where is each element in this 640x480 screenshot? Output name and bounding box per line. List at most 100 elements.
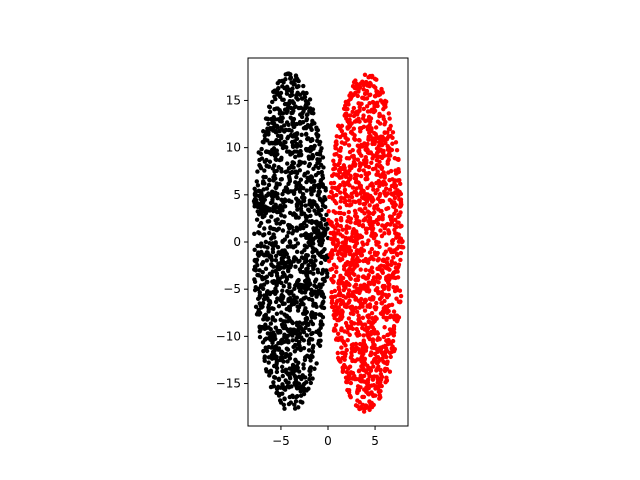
data-point xyxy=(366,319,372,324)
data-point xyxy=(292,105,297,110)
data-point xyxy=(347,123,353,129)
data-point xyxy=(374,300,379,306)
data-point xyxy=(335,242,340,248)
data-point xyxy=(299,96,305,101)
data-point xyxy=(289,92,295,98)
data-point xyxy=(267,373,272,378)
data-point xyxy=(316,251,321,256)
data-point xyxy=(302,91,307,97)
data-point xyxy=(290,362,296,368)
data-point xyxy=(253,268,259,273)
data-point xyxy=(342,248,348,253)
data-point xyxy=(326,258,332,264)
data-point xyxy=(396,264,401,269)
data-point xyxy=(357,378,363,383)
data-point xyxy=(348,220,353,225)
data-point xyxy=(362,286,367,291)
data-point xyxy=(312,315,318,320)
data-point xyxy=(283,279,289,284)
data-point xyxy=(306,163,312,169)
data-point xyxy=(355,93,360,99)
data-point xyxy=(287,240,293,245)
data-point xyxy=(270,249,276,255)
data-point xyxy=(336,185,341,190)
data-point xyxy=(285,161,290,166)
data-point xyxy=(283,77,288,82)
data-point xyxy=(279,354,285,360)
data-point xyxy=(341,163,347,168)
data-point xyxy=(298,143,303,149)
data-point xyxy=(329,298,335,303)
data-point xyxy=(377,275,382,281)
data-point xyxy=(309,310,315,315)
data-point xyxy=(378,367,383,373)
data-point xyxy=(301,345,307,351)
data-point xyxy=(361,258,366,264)
data-point xyxy=(326,209,331,214)
data-point xyxy=(266,121,271,126)
data-point xyxy=(332,237,337,242)
data-point xyxy=(354,309,360,315)
data-point xyxy=(281,283,286,289)
data-point xyxy=(297,92,303,97)
data-point xyxy=(276,226,282,231)
data-point xyxy=(281,359,286,364)
data-point xyxy=(288,352,293,357)
data-point xyxy=(345,330,350,335)
data-point xyxy=(279,176,284,182)
data-point xyxy=(323,188,328,193)
data-point xyxy=(363,118,368,124)
data-point xyxy=(285,318,291,324)
data-point xyxy=(299,255,305,260)
data-point xyxy=(317,139,323,145)
data-point xyxy=(349,353,354,358)
data-point xyxy=(380,217,385,222)
data-point xyxy=(347,271,352,276)
data-point xyxy=(288,189,294,194)
data-point xyxy=(255,183,261,188)
data-point xyxy=(366,315,371,320)
data-point xyxy=(368,352,373,358)
data-point xyxy=(363,216,368,221)
data-point xyxy=(304,273,309,278)
data-point xyxy=(346,288,352,293)
data-point xyxy=(275,196,280,201)
data-point xyxy=(389,262,394,268)
data-point xyxy=(289,274,294,279)
data-point xyxy=(277,279,282,285)
data-point xyxy=(290,144,296,150)
data-point xyxy=(365,109,371,114)
data-point xyxy=(342,180,347,186)
data-point xyxy=(319,169,324,175)
data-point xyxy=(293,375,298,380)
data-point xyxy=(255,201,260,206)
data-point xyxy=(341,287,346,293)
data-point xyxy=(350,267,356,272)
data-point xyxy=(365,404,370,410)
data-point xyxy=(346,387,352,393)
data-point xyxy=(255,169,260,174)
data-point xyxy=(295,241,301,246)
data-point xyxy=(287,176,292,182)
data-point xyxy=(380,258,385,263)
data-point xyxy=(323,204,328,210)
data-point xyxy=(342,243,348,248)
data-point xyxy=(291,160,297,166)
data-point xyxy=(295,308,301,313)
data-point xyxy=(364,230,369,235)
data-point xyxy=(376,385,381,391)
data-point xyxy=(369,233,374,238)
data-point xyxy=(350,185,356,190)
data-point xyxy=(361,201,366,207)
data-point xyxy=(354,214,360,220)
data-point xyxy=(352,176,357,181)
data-point xyxy=(344,347,349,353)
data-point xyxy=(369,345,375,350)
data-point xyxy=(256,250,261,255)
data-point xyxy=(329,255,334,261)
data-point xyxy=(372,219,377,225)
data-point xyxy=(273,240,278,245)
data-point xyxy=(393,287,398,292)
data-point xyxy=(369,160,374,165)
data-point xyxy=(299,376,304,382)
